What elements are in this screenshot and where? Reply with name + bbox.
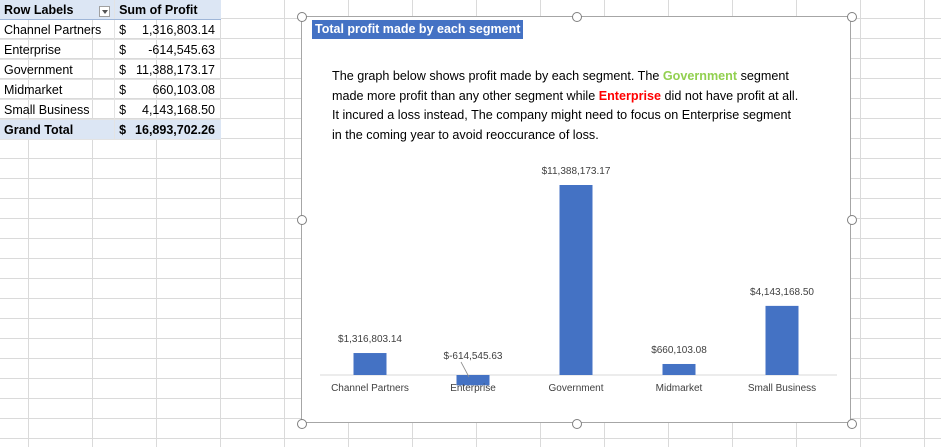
pivot-row-value[interactable]: $4,143,168.50 (114, 99, 221, 120)
resize-handle-middle-left[interactable] (297, 215, 307, 225)
resize-handle-top-center[interactable] (572, 12, 582, 22)
category-label[interactable]: Government (548, 383, 603, 394)
pivot-row[interactable]: Midmarket $660,103.08 (0, 79, 221, 100)
pivot-row[interactable]: Government $11,388,173.17 (0, 59, 221, 80)
pivot-row-label[interactable]: Channel Partners (0, 19, 116, 40)
category-label[interactable]: Enterprise (450, 383, 496, 394)
pivot-row[interactable]: Channel Partners $1,316,803.14 (0, 19, 221, 40)
pivot-row-label[interactable]: Enterprise (0, 39, 116, 60)
grand-total-label[interactable]: Grand Total (0, 119, 116, 140)
grand-total-value[interactable]: $16,893,702.26 (114, 119, 221, 140)
pivot-row[interactable]: Small Business $4,143,168.50 (0, 99, 221, 120)
row-labels-header[interactable]: Row Labels (0, 0, 116, 20)
chart-description[interactable]: The graph below shows profit made by eac… (332, 67, 802, 145)
grand-total-row[interactable]: Grand Total $16,893,702.26 (0, 119, 221, 140)
description-enterprise: Enterprise (598, 88, 662, 103)
pivot-table[interactable]: Row Labels Sum of Profit Channel Partner… (0, 0, 221, 140)
chart-title[interactable]: Total profit made by each segment (312, 20, 524, 39)
resize-handle-top-right[interactable] (847, 12, 857, 22)
chart-bar[interactable] (559, 185, 593, 375)
pivot-header-row: Row Labels Sum of Profit (0, 0, 221, 20)
pivot-row-amount: 660,103.08 (152, 82, 215, 97)
currency-symbol: $ (119, 122, 127, 137)
description-text: The graph below shows profit made by eac… (332, 69, 663, 83)
pivot-row-value[interactable]: $11,388,173.17 (114, 59, 221, 80)
currency-symbol: $ (119, 22, 127, 37)
resize-handle-bottom-left[interactable] (297, 419, 307, 429)
row-labels-header-text: Row Labels (4, 2, 74, 17)
resize-handle-bottom-center[interactable] (572, 419, 582, 429)
grand-total-amount: 16,893,702.26 (135, 122, 215, 137)
chart-bar[interactable] (765, 305, 799, 375)
pivot-row-amount: 1,316,803.14 (142, 22, 215, 37)
resize-handle-bottom-right[interactable] (847, 419, 857, 429)
category-label[interactable]: Small Business (748, 383, 816, 394)
resize-handle-middle-right[interactable] (847, 215, 857, 225)
pivot-row-label[interactable]: Government (0, 59, 116, 80)
pivot-row-amount: -614,545.63 (148, 42, 215, 57)
data-label[interactable]: $4,143,168.50 (750, 287, 814, 298)
pivot-row-amount: 4,143,168.50 (142, 102, 215, 117)
pivot-row-value[interactable]: $1,316,803.14 (114, 19, 221, 40)
data-label[interactable]: $11,388,173.17 (542, 166, 611, 177)
chart-bar[interactable] (662, 363, 696, 375)
data-label[interactable]: $1,316,803.14 (338, 334, 402, 345)
category-label[interactable]: Midmarket (656, 383, 703, 394)
chart-area[interactable]: $1,316,803.14 Channel Partners $-614,545.6… (301, 16, 851, 423)
description-text: did not have profit at all. It incured a… (332, 88, 799, 142)
currency-symbol: $ (119, 102, 127, 117)
pivot-row[interactable]: Enterprise $ -614,545.63 (0, 39, 221, 60)
filter-dropdown-icon[interactable] (99, 5, 111, 17)
resize-handle-top-left[interactable] (297, 12, 307, 22)
pivot-row-value[interactable]: $ -614,545.63 (114, 39, 221, 60)
chart-bar[interactable] (456, 375, 490, 386)
sum-of-profit-header[interactable]: Sum of Profit (114, 0, 221, 20)
pivot-row-label[interactable]: Small Business (0, 99, 116, 120)
chart-plot[interactable]: $1,316,803.14 Channel Partners $-614,545.6… (302, 17, 850, 422)
description-text: segment made more profit than any other … (332, 69, 789, 103)
pivot-row-amount: 11,388,173.17 (135, 62, 215, 77)
leader-line[interactable] (460, 361, 470, 378)
currency-symbol: $ (119, 82, 127, 97)
pivot-row-label[interactable]: Midmarket (0, 79, 116, 100)
description-government: Government (662, 69, 738, 83)
category-label[interactable]: Channel Partners (331, 383, 409, 394)
data-label[interactable]: $-614,545.63 (444, 351, 503, 362)
currency-symbol: $ (119, 62, 127, 77)
data-label[interactable]: $660,103.08 (651, 345, 707, 356)
chart-bar[interactable] (353, 353, 387, 375)
pivot-row-value[interactable]: $660,103.08 (114, 79, 221, 100)
currency-symbol: $ (119, 42, 127, 57)
